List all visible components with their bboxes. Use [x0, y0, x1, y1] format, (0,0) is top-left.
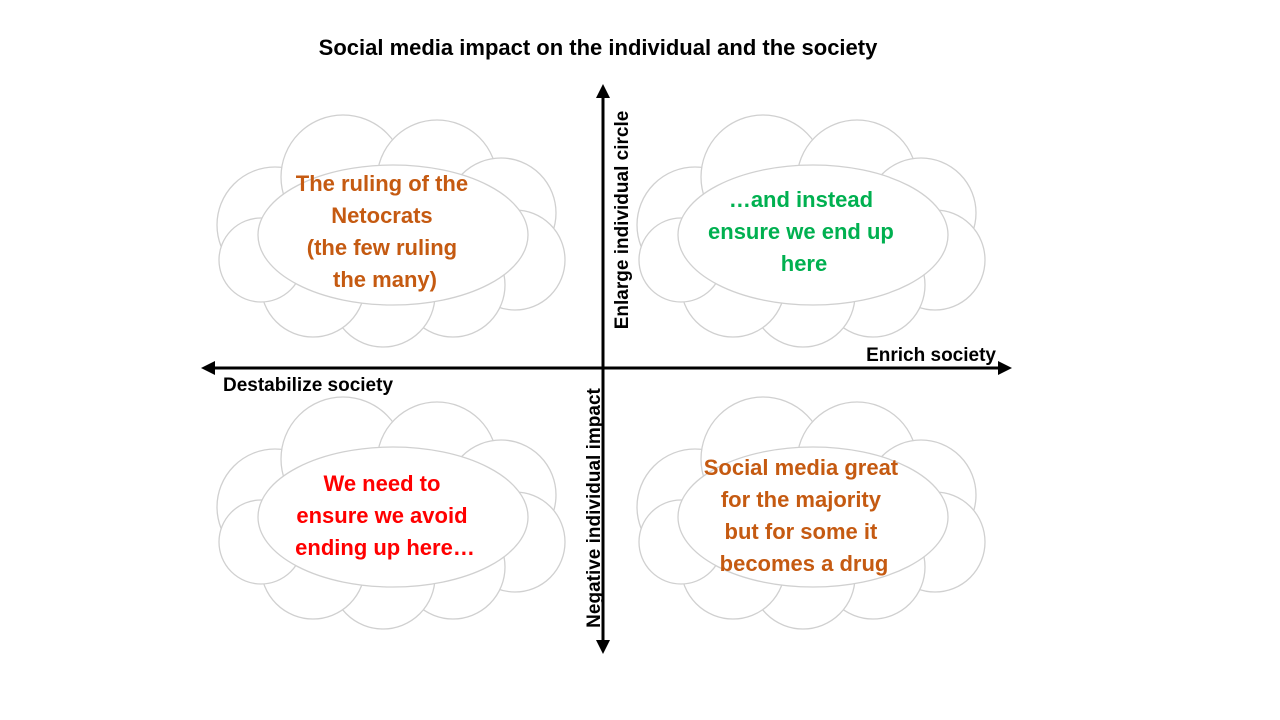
text-line: becomes a drug [720, 551, 889, 576]
y-negative-label: Negative individual impact [584, 387, 605, 627]
text-line: The ruling of the [296, 171, 468, 196]
text-line: the many) [333, 267, 437, 292]
quadrant-top-left-text: The ruling of the Netocrats (the few rul… [296, 171, 474, 292]
y-axis-bottom-arrow [596, 640, 610, 654]
x-axis-right-arrow [998, 361, 1012, 375]
text-line: Netocrats [331, 203, 432, 228]
text-line: We need to [323, 471, 440, 496]
cloud-bottom-right [636, 396, 986, 630]
text-line: (the few ruling [307, 235, 457, 260]
x-negative-label: Destabilize society [223, 375, 393, 396]
x-positive-label: Enrich society [866, 345, 996, 366]
cloud-top-left [216, 114, 566, 348]
y-positive-label: Enlarge individual circle [612, 111, 633, 330]
text-line: here [781, 251, 827, 276]
text-line: but for some it [725, 519, 878, 544]
text-line: Social media great [704, 455, 899, 480]
quadrant-bottom-right-text: Social media great for the majority but … [704, 455, 905, 576]
y-axis-top-arrow [596, 84, 610, 98]
diagram-title: Social media impact on the individual an… [319, 35, 878, 60]
text-line: for the majority [721, 487, 882, 512]
quadrant-bottom-left-text: We need to ensure we avoid ending up her… [295, 471, 475, 560]
text-line: ending up here… [295, 535, 475, 560]
text-line: ensure we avoid [296, 503, 467, 528]
x-axis-left-arrow [201, 361, 215, 375]
quadrant-top-right-text: …and instead ensure we end up here [708, 187, 900, 276]
text-line: …and instead [729, 187, 873, 212]
text-line: ensure we end up [708, 219, 894, 244]
